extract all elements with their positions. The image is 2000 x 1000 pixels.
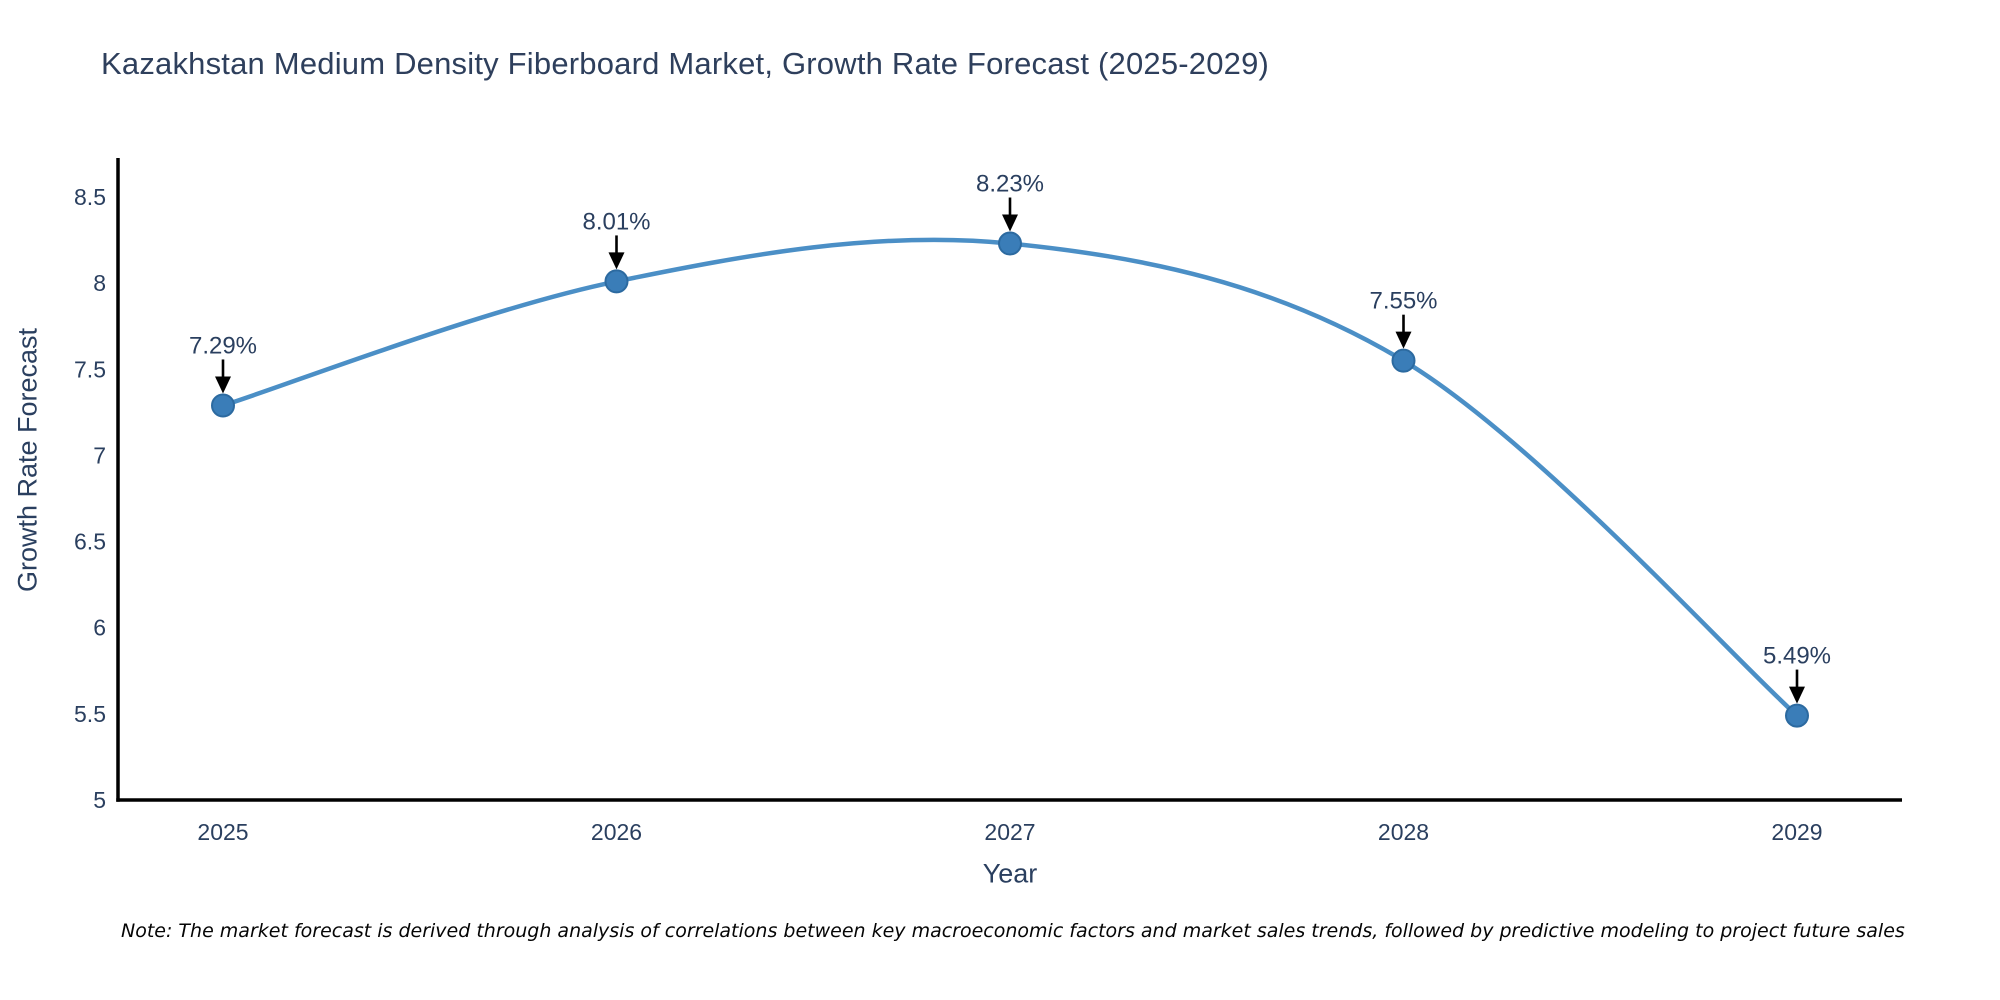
data-point-marker[interactable] xyxy=(604,269,629,294)
annotation-arrowhead xyxy=(608,252,625,270)
chart-title: Kazakhstan Medium Density Fiberboard Mar… xyxy=(101,46,1270,81)
annotation-label: 5.49% xyxy=(1763,643,1831,670)
data-point-marker[interactable] xyxy=(998,231,1022,256)
x-tick-label: 2025 xyxy=(197,819,248,845)
series-line xyxy=(220,237,1800,718)
y-tick-label: 7 xyxy=(93,442,106,468)
footnote: Note: The market forecast is derived thr… xyxy=(121,920,1905,942)
data-point-marker[interactable] xyxy=(1391,348,1416,373)
x-tick-label: 2029 xyxy=(1771,819,1822,845)
y-tick-label: 8.5 xyxy=(74,184,106,210)
x-tick-label: 2026 xyxy=(591,819,642,845)
y-tick-label: 7.5 xyxy=(74,356,106,382)
y-tick-label: 5.5 xyxy=(74,701,106,727)
annotation-arrowhead xyxy=(1002,214,1018,232)
annotation-label: 8.01% xyxy=(582,208,650,235)
annotation-arrowhead xyxy=(1395,331,1412,349)
data-point-marker[interactable] xyxy=(1785,703,1809,728)
annotation-label: 8.23% xyxy=(976,171,1044,198)
annotation-label: 7.55% xyxy=(1369,288,1437,315)
y-tick-label: 6.5 xyxy=(74,529,106,555)
y-axis-title: Growth Rate Forecast xyxy=(12,327,43,593)
annotation-arrowhead xyxy=(215,376,231,394)
y-tick-label: 6 xyxy=(93,615,106,641)
x-axis-title: Year xyxy=(982,858,1038,889)
data-point-marker[interactable] xyxy=(211,393,235,418)
x-tick-label: 2028 xyxy=(1378,819,1429,845)
y-tick-label: 5 xyxy=(93,787,106,813)
annotation-label: 7.29% xyxy=(189,332,257,359)
y-tick-label: 8 xyxy=(93,270,106,296)
x-tick-label: 2027 xyxy=(984,819,1035,845)
annotation-arrowhead xyxy=(1789,686,1805,704)
